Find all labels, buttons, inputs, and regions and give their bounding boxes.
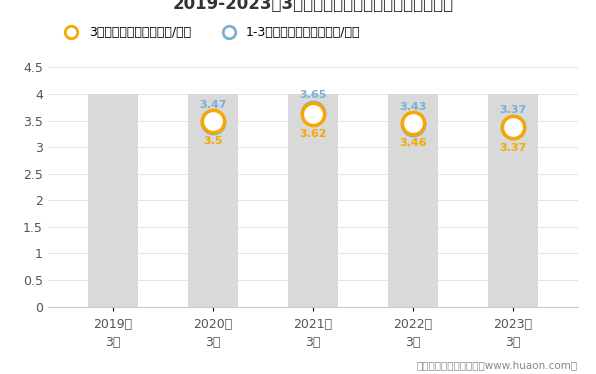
Text: 3.47: 3.47 [199, 99, 226, 110]
Text: 3.5: 3.5 [203, 136, 222, 146]
Bar [488, 94, 538, 307]
Legend: 3月期货成交均价（万元/手）, 1-3月期货成交均价（万元/手）: 3月期货成交均价（万元/手）, 1-3月期货成交均价（万元/手） [54, 21, 365, 44]
Bar [88, 94, 138, 307]
Text: 3.43: 3.43 [399, 102, 427, 112]
Text: 3.65: 3.65 [299, 90, 327, 100]
Text: 3.46: 3.46 [399, 138, 427, 148]
Text: 制图：华经产业研究院（www.huaon.com）: 制图：华经产业研究院（www.huaon.com） [417, 360, 578, 370]
Text: 3.37: 3.37 [499, 105, 527, 115]
Bar [188, 94, 238, 307]
Text: 3.62: 3.62 [299, 129, 327, 140]
Bar [388, 94, 438, 307]
Bar [288, 94, 338, 307]
Title: 2019-2023年3月大连商品交易所粳米期货成交均价: 2019-2023年3月大连商品交易所粳米期货成交均价 [172, 0, 454, 13]
Text: 3.37: 3.37 [499, 143, 527, 153]
